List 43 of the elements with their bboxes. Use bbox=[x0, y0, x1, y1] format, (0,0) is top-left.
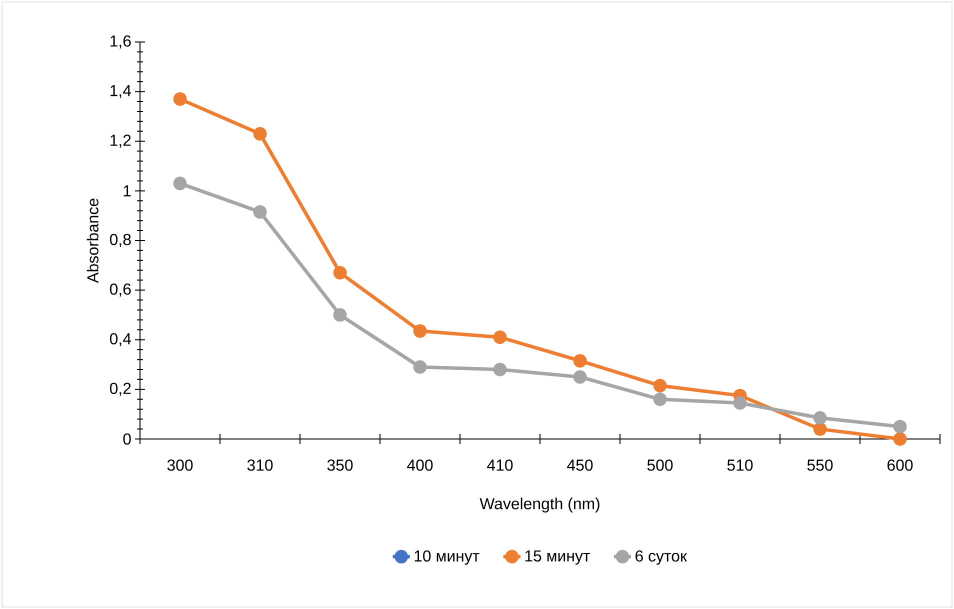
x-tick-label: 310 bbox=[247, 460, 273, 471]
point bbox=[413, 324, 427, 338]
y-tick-label: 0 bbox=[123, 433, 131, 445]
x-tick-label: 510 bbox=[727, 460, 753, 471]
x-tick-label: 600 bbox=[888, 460, 913, 471]
y-tick-label: 1,4 bbox=[110, 85, 132, 98]
point bbox=[653, 392, 667, 406]
x-tick-label: 450 bbox=[567, 460, 593, 471]
y-tick-label: 0,6 bbox=[110, 284, 131, 297]
point bbox=[333, 266, 347, 280]
point bbox=[173, 176, 187, 190]
x-tick-label: 410 bbox=[487, 460, 513, 471]
x-tick-label: 500 bbox=[647, 460, 673, 471]
x-tick-label: 300 bbox=[167, 460, 193, 471]
point bbox=[813, 411, 827, 425]
y-axis-title: Absorbance bbox=[86, 198, 98, 283]
point bbox=[173, 92, 187, 106]
legend-label: 10 минут bbox=[414, 550, 480, 565]
point bbox=[893, 420, 907, 434]
y-tick-label: 1 bbox=[124, 185, 131, 196]
point bbox=[813, 422, 827, 436]
legend-label: 6 суток bbox=[636, 550, 688, 565]
point bbox=[493, 330, 507, 344]
x-tick-label: 550 bbox=[807, 460, 833, 471]
point bbox=[573, 354, 587, 368]
point bbox=[893, 432, 907, 446]
x-axis-title: Wavelength (nm) bbox=[480, 498, 600, 512]
y-tick-label: 0,4 bbox=[110, 333, 132, 346]
legend-label: 15 минут bbox=[525, 550, 590, 565]
y-tick-label: 0,2 bbox=[110, 382, 131, 396]
point bbox=[653, 378, 667, 392]
point bbox=[733, 396, 747, 410]
point bbox=[413, 360, 427, 374]
y-tick-label: 1,2 bbox=[110, 134, 131, 148]
x-tick-label: 400 bbox=[407, 460, 433, 471]
x-tick-label: 350 bbox=[327, 460, 353, 471]
point bbox=[493, 362, 507, 376]
point bbox=[253, 127, 267, 141]
point bbox=[253, 205, 267, 219]
y-tick-label: 0,8 bbox=[110, 234, 131, 248]
y-tick-label: 1,6 bbox=[110, 35, 131, 49]
point bbox=[333, 308, 347, 322]
point bbox=[573, 370, 587, 384]
